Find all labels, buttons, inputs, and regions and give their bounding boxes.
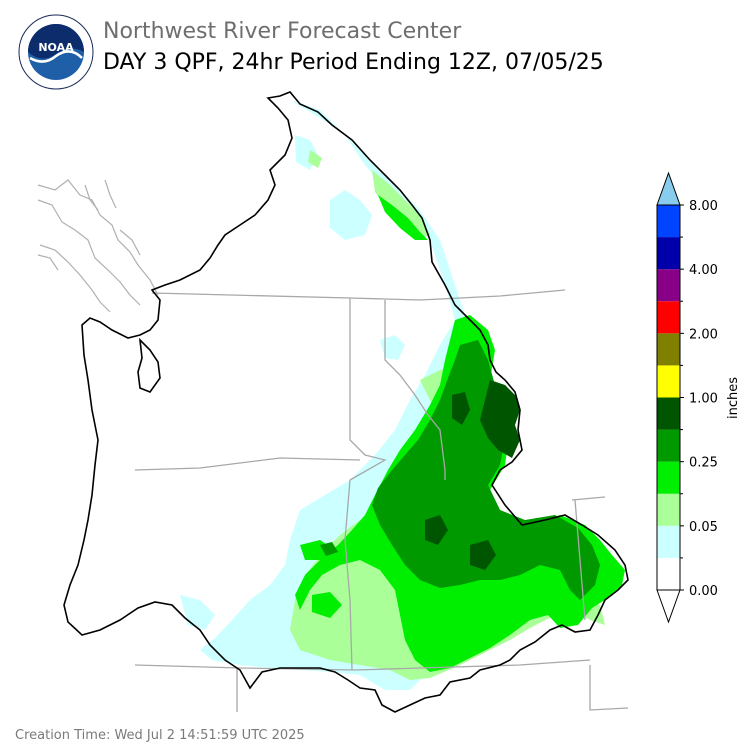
map-title: DAY 3 QPF, 24hr Period Ending 12Z, 07/05… bbox=[103, 50, 604, 75]
basin-boundary bbox=[63, 91, 629, 713]
colorbar-bin bbox=[657, 365, 680, 398]
colorbar-unit-label: inches bbox=[726, 377, 741, 419]
colorbar-bin bbox=[657, 205, 680, 238]
creation-time: Creation Time: Wed Jul 2 14:51:59 UTC 20… bbox=[15, 728, 305, 743]
organization-title: Northwest River Forecast Center bbox=[103, 19, 462, 44]
colorbar-tick-label: 2.00 bbox=[689, 327, 718, 342]
colorbar-bin bbox=[657, 525, 680, 558]
colorbar-tick-label: 0.25 bbox=[689, 456, 718, 471]
colorbar-tick-label: 0.05 bbox=[689, 520, 718, 535]
state-lines bbox=[134, 289, 629, 712]
colorbar-bin bbox=[657, 333, 680, 366]
colorbar-tick-label: 4.00 bbox=[689, 263, 718, 278]
colorbar-tick-label: 0.00 bbox=[689, 584, 718, 599]
colorbar-bin bbox=[657, 237, 680, 270]
colorbar-bottom-arrow bbox=[656, 589, 681, 624]
colorbar-tick-label: 1.00 bbox=[689, 392, 718, 407]
noaa-logo: NOAA bbox=[18, 14, 94, 90]
coastline bbox=[37, 179, 159, 313]
noaa-logo-text: NOAA bbox=[38, 41, 74, 54]
colorbar-bin bbox=[657, 397, 680, 430]
colorbar-bin bbox=[657, 461, 680, 494]
colorbar-bin bbox=[657, 557, 680, 590]
precip-field bbox=[180, 100, 625, 690]
colorbar: 8.00 4.00 2.00 1.00 0.25 0.05 0.00 inches bbox=[656, 171, 741, 624]
colorbar-bin bbox=[657, 269, 680, 302]
colorbar-bin bbox=[657, 429, 680, 462]
colorbar-bin bbox=[657, 301, 680, 334]
colorbar-top-arrow bbox=[656, 171, 681, 206]
colorbar-tick-label: 8.00 bbox=[689, 199, 718, 214]
colorbar-bin bbox=[657, 493, 680, 526]
